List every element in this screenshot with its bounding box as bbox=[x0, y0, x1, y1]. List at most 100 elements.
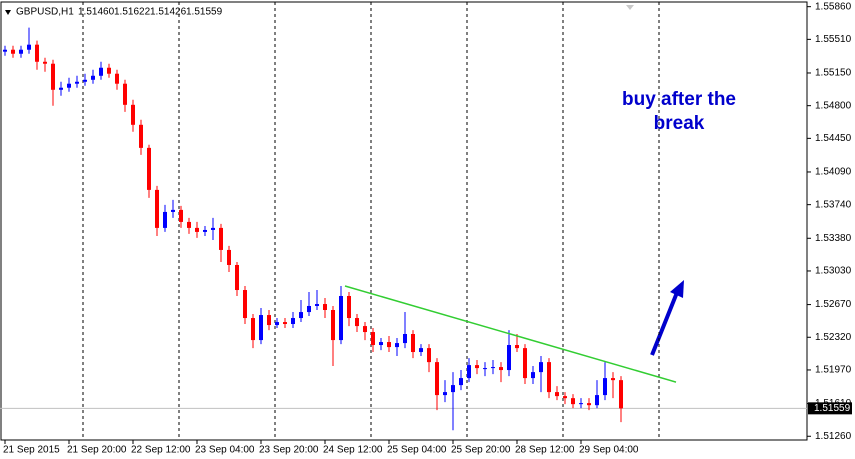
candle-body bbox=[483, 368, 487, 370]
candle-body bbox=[547, 362, 551, 393]
annotation: buy after the bbox=[622, 89, 736, 110]
candle-body bbox=[83, 79, 87, 82]
candle-body bbox=[563, 396, 567, 399]
x-tick-label: 23 Sep 04:00 bbox=[195, 445, 255, 456]
candle-body bbox=[235, 264, 239, 291]
header-ohlc: 1.51622 bbox=[114, 7, 151, 18]
candle-body bbox=[131, 104, 135, 125]
x-tick-label: 25 Sep 20:00 bbox=[451, 445, 511, 456]
y-tick-label: 1.55150 bbox=[815, 68, 852, 79]
y-tick-label: 1.52320 bbox=[815, 332, 852, 343]
candle-body bbox=[283, 322, 287, 325]
plot-frame bbox=[0, 1, 808, 441]
candle-body bbox=[219, 227, 223, 250]
candle-body bbox=[51, 63, 55, 90]
candle-body bbox=[395, 343, 399, 348]
candle-body bbox=[427, 348, 431, 363]
y-tick-label: 1.54090 bbox=[815, 167, 852, 178]
x-tick-label: 21 Sep 2015 bbox=[3, 445, 60, 456]
candle-body bbox=[123, 83, 127, 105]
candle-body bbox=[595, 395, 599, 406]
candle-body bbox=[587, 403, 591, 406]
header-ohlc: 1.51460 bbox=[78, 7, 115, 18]
candle-body bbox=[363, 326, 367, 333]
candle-body bbox=[371, 332, 375, 346]
candle-body bbox=[411, 334, 415, 353]
candle-body bbox=[491, 367, 495, 369]
candle-body bbox=[75, 81, 79, 84]
x-tick-label: 25 Sep 04:00 bbox=[387, 445, 447, 456]
candle-body bbox=[443, 392, 447, 396]
y-tick-label: 1.51970 bbox=[815, 365, 852, 376]
y-tick-label: 1.55860 bbox=[815, 1, 852, 12]
candle-body bbox=[539, 362, 543, 373]
candle-body bbox=[163, 211, 167, 228]
candle-body bbox=[619, 380, 623, 409]
candle-body bbox=[299, 312, 303, 319]
candle-body bbox=[291, 318, 295, 325]
candle-body bbox=[307, 305, 311, 313]
candle-body bbox=[555, 392, 559, 397]
current-price-label: 1.51559 bbox=[814, 403, 851, 414]
candle-body bbox=[227, 249, 231, 265]
candle-body bbox=[387, 342, 391, 348]
y-tick-label: 1.55510 bbox=[815, 34, 852, 45]
candle-body bbox=[211, 227, 215, 230]
candle-body bbox=[507, 345, 511, 371]
candle-body bbox=[323, 304, 327, 311]
y-tick-label: 1.53380 bbox=[815, 233, 852, 244]
candle-body bbox=[11, 49, 15, 54]
candle-body bbox=[571, 398, 575, 405]
candle-body bbox=[243, 290, 247, 319]
shift-marker bbox=[626, 5, 634, 10]
candle-body bbox=[499, 367, 503, 371]
menu-triangle bbox=[5, 10, 11, 15]
candle-body bbox=[379, 342, 383, 346]
candle-body bbox=[603, 378, 607, 396]
candle-body bbox=[99, 67, 103, 76]
candle-body bbox=[451, 385, 455, 393]
annotation: break bbox=[654, 113, 705, 134]
candle-body bbox=[459, 378, 463, 386]
candle-body bbox=[155, 189, 159, 228]
symbol-label: GBPUSD,H1 bbox=[16, 7, 74, 18]
candle-body bbox=[339, 295, 343, 341]
candle-body bbox=[523, 348, 527, 379]
candle-body bbox=[203, 229, 207, 232]
candle-body bbox=[115, 73, 119, 84]
header-ohlc: 1.51559 bbox=[186, 7, 223, 18]
x-tick-label: 23 Sep 20:00 bbox=[259, 445, 319, 456]
candle-body bbox=[91, 75, 95, 80]
trendline bbox=[344, 285, 677, 383]
x-tick-label: 22 Sep 12:00 bbox=[131, 445, 191, 456]
candle-body bbox=[419, 348, 423, 353]
candle-body bbox=[475, 365, 479, 369]
x-tick-label: 29 Sep 04:00 bbox=[579, 445, 639, 456]
candle-body bbox=[187, 221, 191, 228]
candle-body bbox=[43, 61, 47, 64]
current-price-tag bbox=[808, 402, 852, 415]
candle-body bbox=[179, 209, 183, 222]
candle-body bbox=[467, 365, 471, 379]
candle-body bbox=[435, 362, 439, 396]
candle-body bbox=[67, 83, 71, 88]
candle-body bbox=[251, 318, 255, 341]
y-tick-label: 1.54800 bbox=[815, 100, 852, 111]
y-tick-label: 1.54450 bbox=[815, 133, 852, 144]
candle-body bbox=[267, 315, 271, 326]
candle-body bbox=[403, 334, 407, 344]
arrow-head bbox=[670, 280, 684, 298]
x-tick-label: 21 Sep 20:00 bbox=[67, 445, 127, 456]
candle-body bbox=[147, 147, 151, 190]
candle-body bbox=[171, 209, 175, 212]
y-tick-label: 1.52670 bbox=[815, 299, 852, 310]
arrow-shaft bbox=[650, 289, 680, 356]
candle-body bbox=[27, 44, 31, 50]
candle-body bbox=[315, 304, 319, 306]
candle-body bbox=[347, 295, 351, 319]
candle-body bbox=[611, 378, 615, 381]
candle-body bbox=[35, 44, 39, 62]
y-tick-label: 1.51260 bbox=[815, 431, 852, 442]
